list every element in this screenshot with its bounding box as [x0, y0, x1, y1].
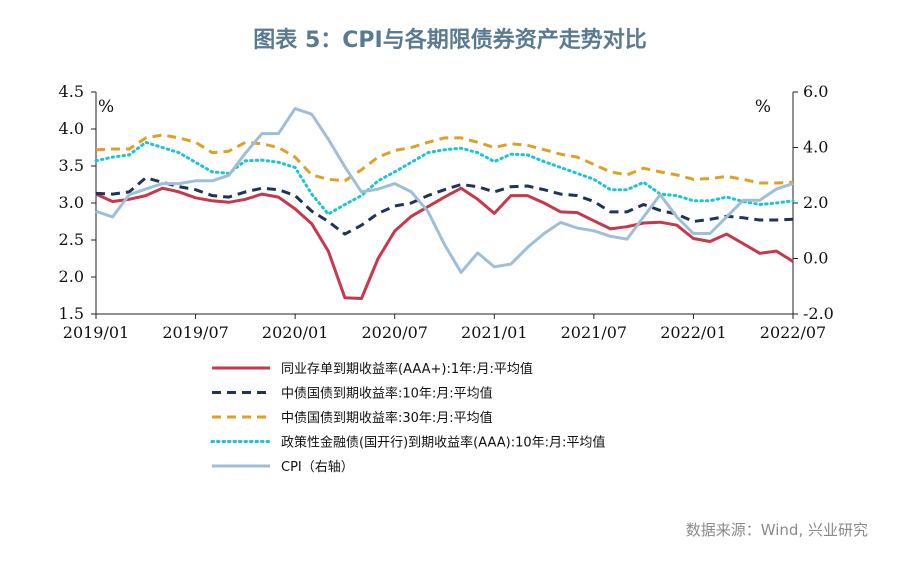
- y-left-tick-label: 4.5: [59, 82, 84, 101]
- x-tick-label: 2021/01: [461, 323, 527, 342]
- y-right-tick-label: 0.0: [803, 249, 828, 268]
- x-tick-label: 2021/07: [561, 323, 627, 342]
- source-note: 数据来源：Wind, 兴业研究: [685, 521, 868, 539]
- legend-label-4: 政策性金融债(国开行)到期收益率(AAA):10年:月:平均值: [281, 435, 605, 451]
- series-line-2: [95, 176, 794, 236]
- y-right-tick-label: 2.0: [803, 193, 828, 212]
- series-line-5: [95, 107, 794, 274]
- series-line-1: [95, 186, 794, 300]
- y-right-unit: %: [755, 97, 771, 117]
- y-right-tick-label: -2.0: [803, 304, 834, 323]
- legend-label-5: CPI（右轴）: [281, 460, 354, 475]
- y-left-tick-label: 2.0: [59, 267, 84, 286]
- y-left-tick-label: 4.0: [59, 119, 84, 138]
- legend-label-3: 中债国债到期收益率:30年:月:平均值: [281, 410, 493, 426]
- y-left-tick-label: 3.0: [59, 193, 84, 212]
- y-left-tick-label: 2.5: [59, 230, 84, 249]
- legend-label-1: 同业存单到期收益率(AAA+):1年:月:平均值: [281, 361, 533, 377]
- y-left-unit: %: [98, 97, 114, 117]
- y-right-tick-label: 6.0: [803, 82, 828, 101]
- x-tick-label: 2020/07: [361, 323, 427, 342]
- chart-series: [94, 107, 795, 300]
- series-line-3: [95, 133, 794, 185]
- x-tick-label: 2019/01: [63, 323, 129, 342]
- x-tick-label: 2019/07: [162, 323, 228, 342]
- y-left-tick-label: 3.5: [59, 156, 84, 175]
- x-tick-label: 2022/01: [660, 323, 726, 342]
- chart-title: 图表 5：CPI与各期限债券资产走势对比: [253, 28, 647, 53]
- y-left-tick-label: 1.5: [59, 304, 84, 323]
- series-line-4: [94, 140, 795, 216]
- y-right-tick-label: 4.0: [803, 138, 828, 157]
- legend-label-2: 中债国债到期收益率:10年:月:平均值: [281, 386, 493, 402]
- x-tick-label: 2022/07: [760, 323, 826, 342]
- chart-legend: 同业存单到期收益率(AAA+):1年:月:平均值中债国债到期收益率:10年:月:…: [210, 361, 605, 475]
- x-tick-label: 2020/01: [262, 323, 328, 342]
- chart-axes: 1.5 2.0 2.5 3.0 3.5 4.0 4.5 -2.0 0.0 2.0 4.0 6.0% % 2…: [59, 82, 834, 342]
